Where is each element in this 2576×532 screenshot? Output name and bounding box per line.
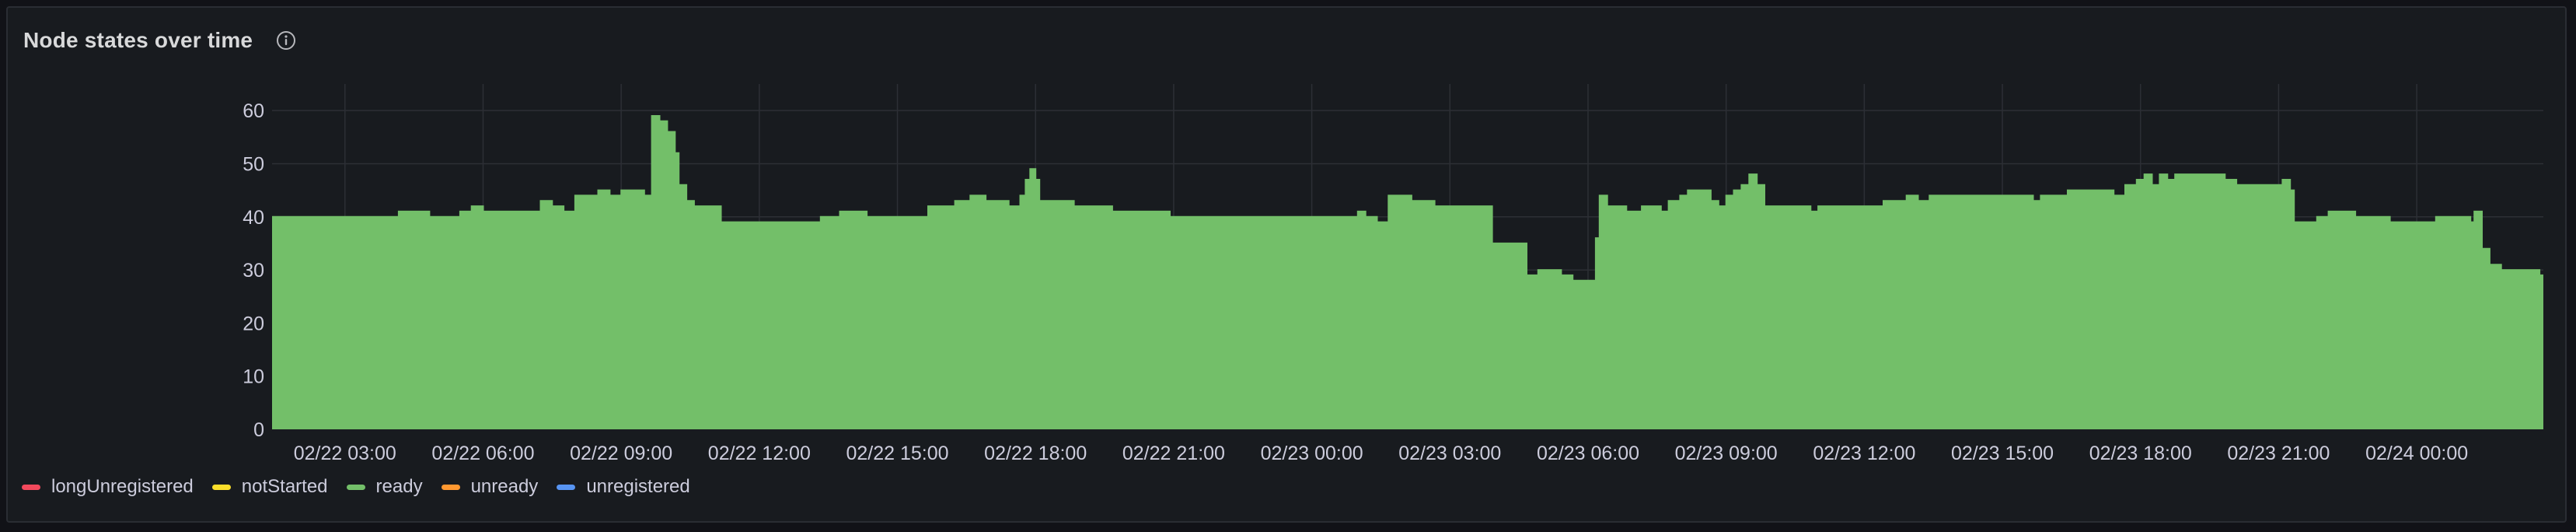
x-tick-label: 02/23 00:00 [1261, 443, 1363, 464]
panel-header: Node states over time [23, 25, 296, 56]
y-tick-label: 20 [243, 313, 264, 334]
x-tick-label: 02/23 18:00 [2089, 443, 2192, 464]
y-tick-label: 0 [253, 419, 264, 441]
series-area-ready[interactable] [272, 116, 2543, 429]
x-tick-label: 02/23 15:00 [1951, 443, 2054, 464]
legend-swatch [346, 484, 365, 490]
legend-swatch [211, 484, 231, 490]
x-tick-label: 02/22 18:00 [984, 443, 1087, 464]
legend-item-unready[interactable]: unready [441, 476, 539, 498]
x-tick-label: 02/23 06:00 [1537, 443, 1639, 464]
series-layer [272, 115, 2543, 429]
x-tick-label: 02/22 15:00 [846, 443, 948, 464]
legend: longUnregistered notStarted ready unready un… [22, 476, 709, 498]
legend-item-unregistered[interactable]: unregistered [557, 476, 690, 498]
x-tick-label: 02/23 21:00 [2227, 443, 2330, 464]
legend-swatch [557, 484, 576, 490]
x-tick-label: 02/24 00:00 [2365, 443, 2468, 464]
legend-label: ready [375, 476, 423, 497]
legend-label: unready [470, 476, 539, 497]
legend-swatch [22, 484, 40, 490]
x-axis: 02/22 03:00 02/22 06:00 02/22 09:00 02/22 1… [294, 443, 2468, 464]
y-tick-label: 10 [243, 366, 264, 388]
y-tick-label: 40 [243, 207, 264, 229]
x-tick-label: 02/22 21:00 [1122, 443, 1225, 464]
x-tick-label: 02/22 03:00 [294, 443, 396, 464]
x-tick-label: 02/22 12:00 [708, 443, 811, 464]
panel-title: Node states over time [23, 28, 253, 52]
x-tick-label: 02/23 09:00 [1675, 443, 1778, 464]
x-tick-label: 02/22 09:00 [570, 443, 672, 464]
y-tick-label: 30 [243, 260, 264, 282]
y-axis: 0 10 20 30 40 50 60 [243, 100, 264, 441]
legend-item-longUnregistered[interactable]: longUnregistered [22, 476, 194, 498]
x-tick-label: 02/22 06:00 [431, 443, 534, 464]
info-circle-icon[interactable] [276, 30, 296, 51]
legend-label: unregistered [586, 476, 690, 497]
x-tick-label: 02/23 12:00 [1813, 443, 1915, 464]
legend-label: notStarted [241, 476, 328, 497]
series-line-ready [272, 115, 2543, 282]
legend-swatch [441, 484, 460, 490]
legend-item-notStarted[interactable]: notStarted [211, 476, 328, 498]
legend-item-ready[interactable]: ready [346, 476, 423, 498]
x-tick-label: 02/23 03:00 [1398, 443, 1501, 464]
y-tick-label: 60 [243, 100, 264, 122]
y-tick-label: 50 [243, 153, 264, 175]
legend-label: longUnregistered [51, 476, 194, 497]
